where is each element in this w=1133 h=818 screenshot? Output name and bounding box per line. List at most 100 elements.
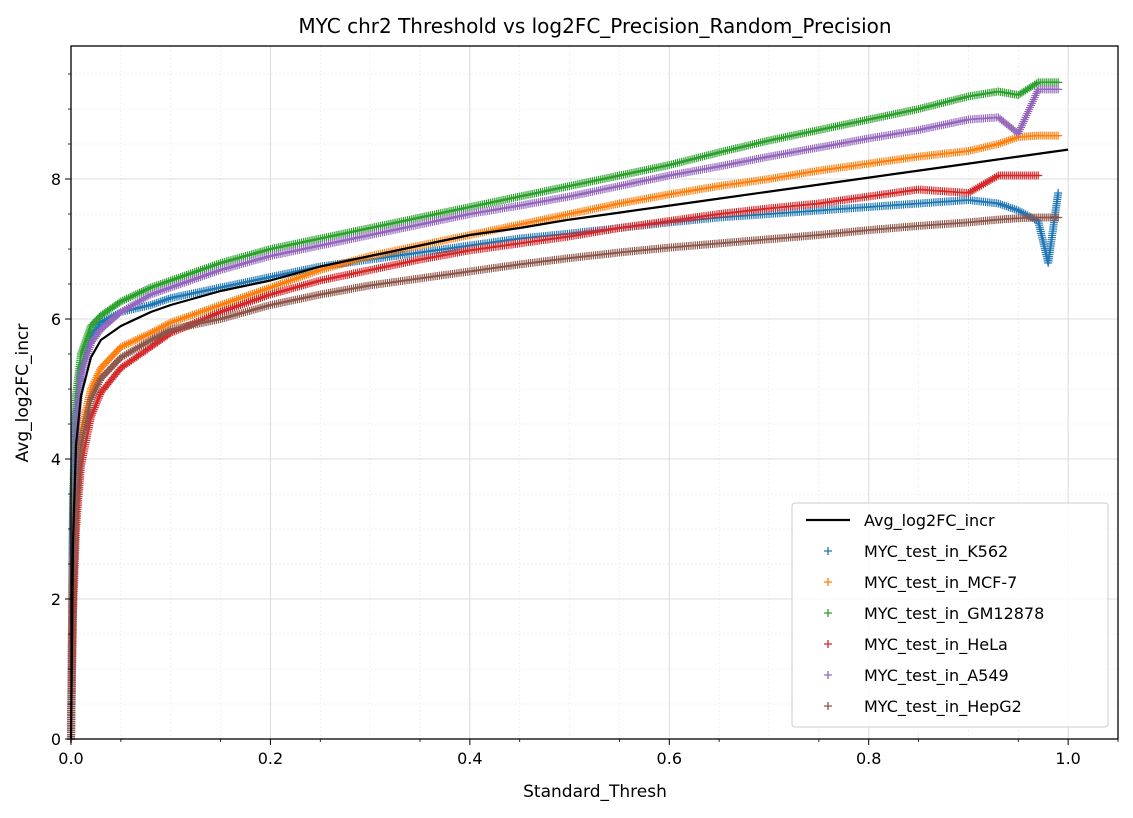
data-point (162, 295, 171, 304)
data-point (158, 296, 167, 305)
data-point (226, 304, 235, 313)
data-point (116, 343, 125, 351)
data-point (228, 303, 237, 312)
data-point (1054, 85, 1063, 94)
data-point (186, 276, 195, 285)
data-point (139, 287, 148, 295)
data-point (208, 303, 217, 312)
data-point (86, 341, 95, 350)
data-point (152, 333, 161, 342)
legend-plus-marker (824, 578, 832, 586)
data-point (146, 283, 155, 292)
data-point (158, 279, 167, 288)
data-point (202, 305, 211, 314)
x-tick-label: 0.0 (58, 749, 83, 768)
data-point (302, 270, 311, 279)
y-tick-label: 8 (51, 170, 61, 189)
data-point (1006, 203, 1015, 212)
x-tick-label: 0.6 (657, 749, 682, 768)
data-point (1002, 137, 1011, 146)
data-point (262, 284, 271, 293)
data-point (222, 305, 231, 314)
data-point (158, 286, 167, 295)
data-point (240, 292, 249, 301)
data-point (1027, 99, 1036, 108)
legend-label: Avg_log2FC_incr (864, 511, 995, 531)
data-point (1034, 171, 1043, 180)
data-point (93, 382, 102, 391)
y-axis-label: Avg_log2FC_incr (13, 324, 33, 463)
data-point (196, 266, 205, 274)
data-point (86, 395, 95, 404)
data-point (1000, 201, 1009, 210)
data-point (216, 308, 225, 316)
data-point (164, 284, 173, 293)
data-point (137, 287, 146, 296)
data-point (83, 332, 92, 340)
data-point (1016, 207, 1025, 216)
data-point (126, 293, 135, 302)
data-point (996, 200, 1005, 209)
data-point (133, 289, 142, 298)
data-point (154, 298, 163, 307)
data-point (190, 275, 199, 284)
x-tick-label: 0.8 (856, 749, 881, 768)
data-point (91, 385, 100, 394)
data-point (1018, 119, 1027, 128)
legend-label: MYC_test_in_GM12878 (864, 604, 1044, 624)
data-point (94, 369, 103, 378)
data-point (90, 387, 99, 396)
data-point (164, 319, 173, 328)
data-point (204, 270, 213, 279)
data-point (182, 312, 191, 321)
data-point (194, 308, 203, 317)
data-point (1016, 125, 1025, 134)
data-point (84, 330, 93, 338)
data-point (256, 287, 265, 295)
data-point (256, 294, 265, 302)
data-point (79, 363, 88, 372)
data-point (122, 340, 131, 349)
data-point (184, 312, 193, 321)
data-point (170, 282, 179, 291)
data-point (268, 282, 277, 291)
data-point (170, 317, 179, 326)
data-point (81, 338, 90, 346)
data-point (298, 272, 307, 281)
legend-plus-marker (824, 640, 832, 648)
data-point (180, 271, 189, 280)
data-point (82, 334, 91, 342)
data-point (1014, 206, 1023, 215)
data-point (144, 284, 153, 293)
data-point (139, 332, 148, 341)
data-point (85, 345, 94, 354)
data-point (85, 343, 94, 352)
data-point (214, 266, 223, 275)
data-point (148, 282, 157, 291)
data-point (162, 277, 171, 286)
data-point (1031, 91, 1040, 100)
data-point (1017, 121, 1026, 130)
data-point (994, 140, 1003, 148)
data-point (148, 335, 157, 344)
data-point (252, 295, 261, 304)
y-tick-label: 4 (51, 450, 61, 469)
data-point (250, 296, 259, 305)
data-point (1026, 101, 1035, 110)
data-point (188, 310, 197, 319)
data-point (166, 283, 175, 292)
data-point (150, 327, 159, 336)
data-point (198, 307, 207, 316)
legend-label: MYC_test_in_A549 (864, 666, 1009, 686)
data-point (128, 292, 137, 301)
data-point (148, 300, 157, 309)
data-point (226, 297, 235, 306)
data-point (1012, 205, 1021, 214)
data-point (224, 305, 233, 314)
data-point (135, 288, 144, 297)
data-point (124, 294, 133, 302)
data-point (1020, 115, 1029, 124)
data-point (83, 349, 92, 358)
data-point (294, 273, 303, 282)
data-point (272, 281, 281, 290)
